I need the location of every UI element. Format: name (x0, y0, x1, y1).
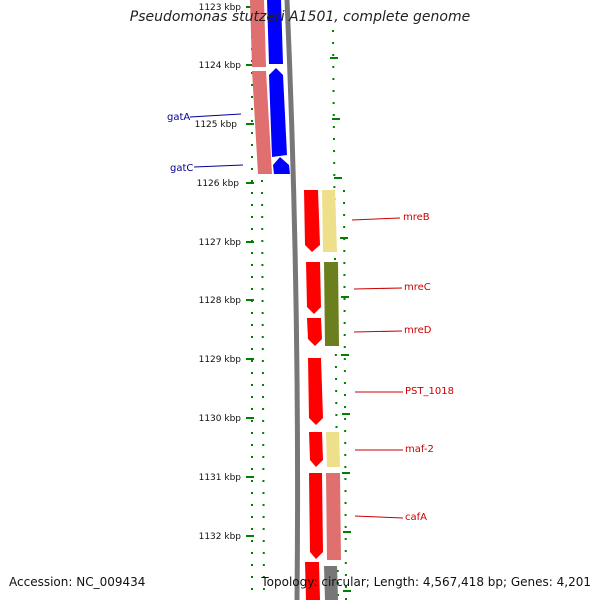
gene-arrow-maf-2[interactable] (309, 432, 323, 467)
gene-label-gatC[interactable]: gatC (170, 163, 193, 174)
gene-arrow[interactable] (305, 562, 320, 600)
gene-arrow-gatA[interactable] (269, 68, 287, 157)
gene-label-maf-2[interactable]: maf-2 (405, 444, 434, 455)
gene-label-cafA[interactable]: cafA (405, 512, 427, 523)
gene-arrow-mreB[interactable] (304, 190, 320, 252)
kbp-label: 1125 kbp (195, 120, 238, 130)
kbp-label: 1124 kbp (199, 61, 242, 71)
cog-block[interactable] (322, 190, 337, 252)
cog-block[interactable] (250, 0, 266, 67)
kbp-label: 1123 kbp (199, 3, 242, 13)
label-leaders (189, 113, 404, 519)
cog-block[interactable] (324, 566, 338, 600)
ticks-left-b (261, 179, 265, 600)
kbp-label: 1127 kbp (199, 238, 242, 248)
kbp-label: 1132 kbp (199, 532, 242, 542)
gene-arrow-gatC[interactable] (273, 157, 290, 174)
gene-label-gatA[interactable]: gatA (167, 112, 190, 123)
kbp-labels: 1123 kbp 1124 kbp 1125 kbp 1126 kbp 1127… (195, 3, 242, 542)
plus-strand-features (304, 190, 341, 600)
map-title: Pseudomonas stutzeri A1501, complete gen… (129, 9, 471, 25)
gene-label-mreB[interactable]: mreB (403, 212, 430, 223)
cog-block[interactable] (324, 262, 339, 346)
gene-label-mreD[interactable]: mreD (404, 325, 432, 336)
kbp-label: 1128 kbp (199, 296, 242, 306)
cog-block[interactable] (326, 432, 340, 467)
gene-arrow-mreD[interactable] (307, 318, 322, 346)
genome-backbone (284, 0, 301, 600)
kbp-label: 1129 kbp (199, 355, 242, 365)
ticks-right-b (343, 189, 347, 600)
gene-labels: gatA gatC mreB mreC mreD PST_1018 maf-2 … (167, 112, 454, 523)
minus-strand-features (250, 0, 290, 174)
gene-label-PST_1018[interactable]: PST_1018 (405, 386, 454, 397)
gene-arrow-PST_1018[interactable] (308, 358, 323, 425)
topology-text: Topology: circular; Length: 4,567,418 bp… (261, 575, 591, 589)
kbp-label: 1130 kbp (199, 414, 242, 424)
cog-block[interactable] (252, 71, 272, 174)
gene-arrow-mreC[interactable] (306, 262, 321, 314)
gene-arrow[interactable] (267, 0, 283, 64)
gene-arrow-cafA[interactable] (309, 473, 323, 559)
accession-text: Accession: NC_009434 (9, 575, 146, 589)
gene-label-mreC[interactable]: mreC (404, 282, 431, 293)
cog-block[interactable] (326, 473, 341, 560)
kbp-major-ticks (246, 6, 351, 592)
kbp-label: 1126 kbp (197, 179, 240, 189)
kbp-label: 1131 kbp (199, 473, 242, 483)
